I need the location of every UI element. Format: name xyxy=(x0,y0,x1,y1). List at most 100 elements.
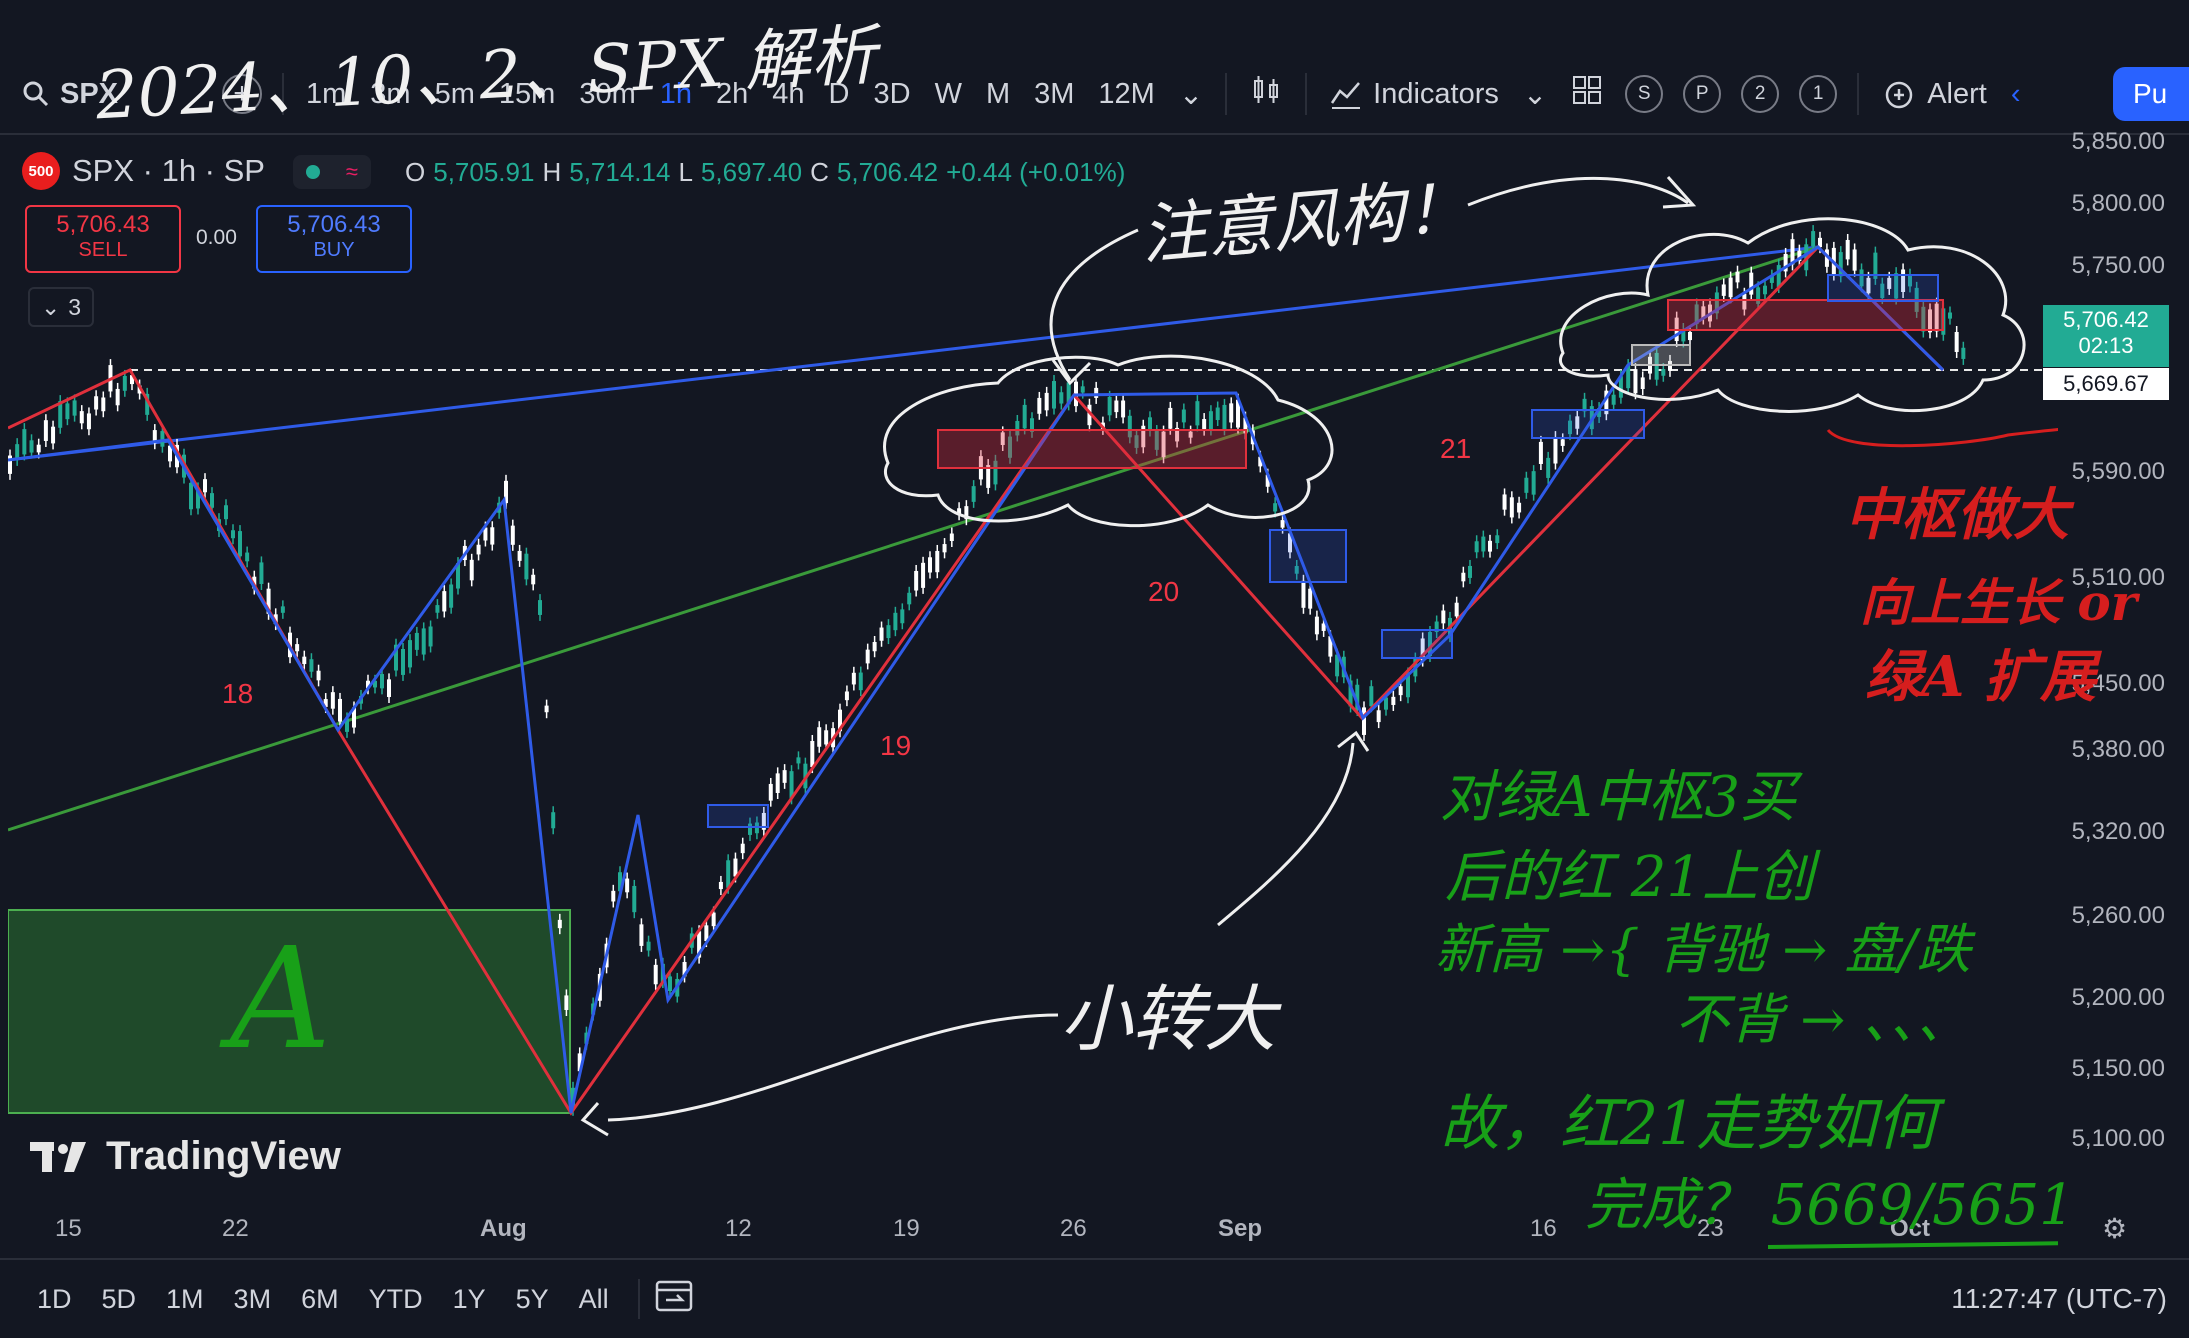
grey-box xyxy=(1631,344,1691,366)
candle-body xyxy=(1127,415,1132,438)
candle-body xyxy=(1811,231,1816,247)
range-all[interactable]: All xyxy=(578,1283,609,1314)
candle-body xyxy=(1852,249,1857,271)
sell-button[interactable]: 5,706.43 SELL xyxy=(25,205,181,273)
layers-toggle[interactable]: ⌄ 3 xyxy=(28,287,94,327)
candle-body xyxy=(1215,407,1220,421)
interval-3m[interactable]: 3m xyxy=(370,77,411,110)
range-1y[interactable]: 1Y xyxy=(452,1283,486,1314)
candle-body xyxy=(1114,400,1119,413)
chevron-down-icon[interactable]: ⌄ xyxy=(1178,78,1204,111)
interval-15m[interactable]: 15m xyxy=(498,77,556,110)
tradingview-logo[interactable]: TradingView xyxy=(30,1134,341,1179)
goto-date-icon[interactable] xyxy=(654,1277,694,1322)
circle-button-2[interactable]: 2 xyxy=(1741,75,1780,113)
candle-body xyxy=(152,430,157,444)
candle-body xyxy=(1398,686,1403,696)
candle-body xyxy=(942,544,947,553)
candle-body xyxy=(1582,398,1587,412)
candle-body xyxy=(189,482,193,510)
buy-button[interactable]: 5,706.43 BUY xyxy=(256,205,412,273)
candle-body xyxy=(1168,407,1173,429)
range-1d[interactable]: 1D xyxy=(37,1283,72,1314)
candle-body xyxy=(1030,418,1034,432)
circle-button-s[interactable]: S xyxy=(1625,75,1664,113)
interval-1m[interactable]: 1m xyxy=(306,77,347,110)
candle-body xyxy=(1273,503,1278,512)
circle-button-1[interactable]: 1 xyxy=(1799,75,1838,113)
add-symbol-icon[interactable]: + xyxy=(222,74,262,114)
annotation-red-2: 向上生长 or xyxy=(1860,573,2138,632)
candle-body xyxy=(1154,431,1159,450)
publish-button[interactable]: Pu xyxy=(2113,67,2189,121)
interval-5m[interactable]: 5m xyxy=(434,77,475,110)
price-chart[interactable] xyxy=(8,135,2058,1255)
candle-body xyxy=(782,770,787,783)
interval-12m[interactable]: 12M xyxy=(1098,77,1155,110)
candle-body xyxy=(1348,680,1353,707)
layout-grid-icon[interactable] xyxy=(1559,74,1615,114)
interval-1h[interactable]: 1h xyxy=(659,77,692,110)
candle-body xyxy=(928,557,932,573)
legend-title[interactable]: SPX · 1h · SP xyxy=(72,153,265,188)
candle-body xyxy=(844,691,849,701)
indicators-button[interactable]: Indicators xyxy=(1317,77,1511,111)
candle-body xyxy=(1094,387,1099,398)
wave-icon: ≈ xyxy=(345,159,358,184)
settings-icon[interactable]: ⚙ xyxy=(2102,1213,2128,1244)
candle-body xyxy=(564,995,569,1010)
time-tick: 15 xyxy=(55,1215,82,1242)
indicator-status[interactable]: ≈ xyxy=(293,155,371,189)
interval-m[interactable]: M xyxy=(985,77,1011,110)
candle-body xyxy=(1037,397,1042,414)
annotation-green-2: 后的红 21上创 xyxy=(1445,845,1815,910)
zone-a-label: A xyxy=(230,918,332,1081)
price-tick: 5,380.00 xyxy=(2071,736,2165,763)
low-value: 5,697.40 xyxy=(700,157,803,187)
candle-body xyxy=(1553,437,1558,464)
interval-d[interactable]: D xyxy=(828,77,850,110)
bottom-toolbar: 1D 5D 1M 3M 6M YTD 1Y 5Y All 11:27:47 (UTC-7) xyxy=(0,1258,2189,1338)
range-5d[interactable]: 5D xyxy=(101,1283,137,1314)
chevron-down-icon[interactable]: ⌄ xyxy=(1522,78,1548,111)
candle-body xyxy=(1681,329,1686,342)
candle-body xyxy=(625,878,630,893)
interval-3m[interactable]: 3M xyxy=(1034,77,1075,110)
candle-body xyxy=(1052,381,1056,409)
alert-button[interactable]: Alert xyxy=(1869,76,1999,112)
candle-body xyxy=(1948,312,1952,319)
candle-body xyxy=(914,570,919,591)
candle-body xyxy=(697,931,702,958)
candle-body xyxy=(1428,632,1432,656)
segment-label-20: 20 xyxy=(1148,576,1180,607)
blue-box xyxy=(1269,529,1347,583)
blue-box xyxy=(707,804,769,828)
candle-body xyxy=(1824,249,1829,267)
interval-30m[interactable]: 30m xyxy=(579,77,636,110)
range-3m[interactable]: 3M xyxy=(233,1283,272,1314)
candle-body xyxy=(1597,408,1602,418)
price-tick: 5,590.00 xyxy=(2071,458,2165,485)
symbol-search[interactable]: SPX xyxy=(22,78,212,111)
candle-body xyxy=(1728,277,1733,298)
symbol-label: SPX xyxy=(60,77,119,110)
candle-body xyxy=(1087,404,1092,426)
candle-body xyxy=(907,592,912,605)
interval-2h[interactable]: 2h xyxy=(716,77,749,110)
range-6m[interactable]: 6M xyxy=(301,1283,339,1314)
range-1m[interactable]: 1M xyxy=(166,1283,204,1314)
range-ytd[interactable]: YTD xyxy=(368,1283,423,1314)
range-5y[interactable]: 5Y xyxy=(515,1283,549,1314)
clock-display[interactable]: 11:27:47 (UTC-7) xyxy=(1951,1283,2167,1314)
candle-body xyxy=(1022,404,1027,429)
interval-w[interactable]: W xyxy=(934,77,962,110)
candle-body xyxy=(1928,309,1932,333)
interval-4h[interactable]: 4h xyxy=(772,77,805,110)
annotation-green-4: 不背 → 、、、 xyxy=(1675,988,1971,1051)
chevron-left-icon[interactable]: ‹ xyxy=(2010,77,2021,110)
candle-body xyxy=(817,727,822,747)
candle-body xyxy=(768,783,773,801)
interval-3d[interactable]: 3D xyxy=(873,77,911,110)
circle-button-p[interactable]: P xyxy=(1683,75,1722,113)
candles-icon[interactable] xyxy=(1237,73,1295,115)
